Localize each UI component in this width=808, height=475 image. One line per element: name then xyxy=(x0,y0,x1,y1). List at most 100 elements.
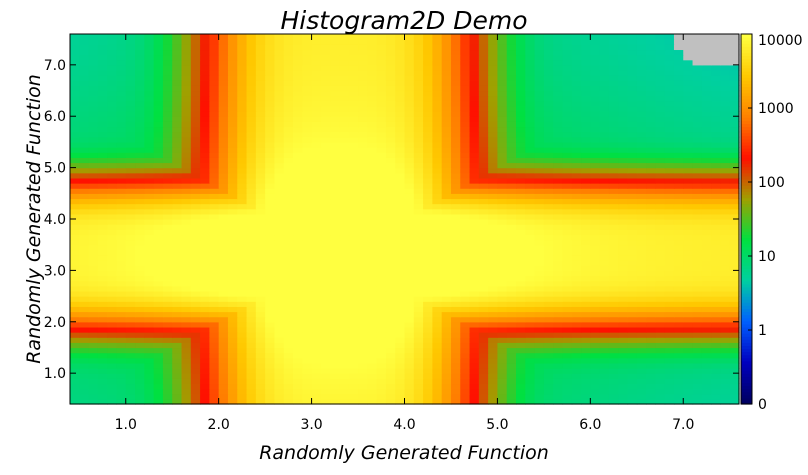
heatmap-cell xyxy=(135,208,145,215)
heatmap-cell xyxy=(200,296,210,302)
heatmap-cell xyxy=(441,368,452,374)
heatmap-cell xyxy=(525,141,536,148)
heatmap-cell xyxy=(608,352,619,359)
heatmap-cell xyxy=(116,326,127,333)
heatmap-cell xyxy=(395,121,406,128)
heatmap-cell xyxy=(358,270,368,277)
heatmap-cell xyxy=(627,64,638,71)
heatmap-cell xyxy=(153,152,164,158)
heatmap-cell xyxy=(553,183,564,189)
heatmap-cell xyxy=(162,347,173,354)
heatmap-cell xyxy=(608,398,619,405)
heatmap-cell xyxy=(599,326,610,333)
heatmap-cell xyxy=(395,326,406,333)
heatmap-cell xyxy=(283,239,294,246)
heatmap-cell xyxy=(553,131,564,138)
heatmap-cell xyxy=(720,111,731,117)
heatmap-cell xyxy=(144,54,155,61)
heatmap-cell xyxy=(190,239,201,246)
heatmap-cell xyxy=(590,332,601,338)
heatmap-cell xyxy=(441,208,452,215)
heatmap-cell xyxy=(367,126,378,133)
heatmap-cell xyxy=(218,121,229,128)
heatmap-cell xyxy=(562,311,573,318)
heatmap-cell xyxy=(302,59,313,66)
heatmap-cell xyxy=(450,121,461,128)
heatmap-cell xyxy=(265,172,276,179)
heatmap-cell xyxy=(608,75,619,81)
heatmap-cell xyxy=(599,362,610,369)
heatmap-cell xyxy=(181,152,192,158)
heatmap-cell xyxy=(581,85,591,92)
heatmap-cell xyxy=(376,193,387,200)
heatmap-cell xyxy=(711,131,722,138)
heatmap-cell xyxy=(664,378,675,385)
heatmap-cell xyxy=(618,177,629,184)
heatmap-cell xyxy=(599,64,610,71)
heatmap-cell xyxy=(153,131,164,138)
heatmap-cell xyxy=(469,188,480,194)
heatmap-cell xyxy=(599,116,610,122)
heatmap-cell xyxy=(385,342,396,349)
heatmap-cell xyxy=(608,198,619,205)
heatmap-cell xyxy=(255,270,266,277)
heatmap-cell xyxy=(590,157,601,164)
heatmap-cell xyxy=(664,342,675,349)
heatmap-cell xyxy=(172,111,183,117)
heatmap-cell xyxy=(599,321,610,328)
heatmap-cell xyxy=(116,59,127,66)
heatmap-cell xyxy=(729,347,740,354)
heatmap-cell xyxy=(358,296,368,302)
heatmap-cell xyxy=(441,188,452,194)
heatmap-cell xyxy=(116,332,127,338)
heatmap-cell xyxy=(395,368,406,374)
heatmap-cell xyxy=(227,75,238,81)
heatmap-cell xyxy=(729,321,740,328)
heatmap-cell xyxy=(358,95,368,102)
heatmap-cell xyxy=(218,224,229,230)
heatmap-cell xyxy=(599,301,610,307)
heatmap-cell xyxy=(79,188,90,194)
heatmap-cell xyxy=(153,188,164,194)
heatmap-cell xyxy=(673,270,684,277)
heatmap-cell xyxy=(478,285,489,292)
heatmap-cell xyxy=(478,95,489,102)
heatmap-cell xyxy=(450,301,461,307)
heatmap-cell xyxy=(423,321,433,328)
heatmap-cell xyxy=(348,49,359,56)
heatmap-cell xyxy=(311,126,322,133)
heatmap-cell xyxy=(720,244,731,251)
heatmap-cell xyxy=(385,373,396,379)
heatmap-cell xyxy=(413,136,424,143)
heatmap-cell xyxy=(646,326,656,333)
heatmap-cell xyxy=(107,306,118,313)
heatmap-cell xyxy=(646,347,656,354)
heatmap-cell xyxy=(367,188,378,194)
heatmap-cell xyxy=(683,121,694,128)
heatmap-cell xyxy=(135,95,145,102)
heatmap-cell xyxy=(320,301,331,307)
heatmap-cell xyxy=(97,373,108,379)
heatmap-cell xyxy=(506,95,517,102)
heatmap-cell xyxy=(358,213,368,220)
heatmap-cell xyxy=(79,208,90,215)
heatmap-cell xyxy=(265,270,276,277)
heatmap-cell xyxy=(144,157,155,164)
heatmap-cell xyxy=(339,326,350,333)
heatmap-cell xyxy=(404,332,415,338)
heatmap-cell xyxy=(339,224,350,230)
heatmap-cell xyxy=(190,167,201,174)
heatmap-cell xyxy=(441,203,452,210)
heatmap-cell xyxy=(79,275,90,282)
heatmap-cell xyxy=(181,362,192,369)
heatmap-cell xyxy=(673,260,684,266)
heatmap-cell xyxy=(636,203,647,210)
heatmap-cell xyxy=(348,398,359,405)
heatmap-cell xyxy=(701,362,712,369)
heatmap-cell xyxy=(729,378,740,385)
heatmap-cell xyxy=(70,306,80,313)
heatmap-cell xyxy=(488,136,499,143)
heatmap-cell xyxy=(413,80,424,86)
heatmap-cell xyxy=(534,105,545,112)
heatmap-cell xyxy=(348,337,359,343)
